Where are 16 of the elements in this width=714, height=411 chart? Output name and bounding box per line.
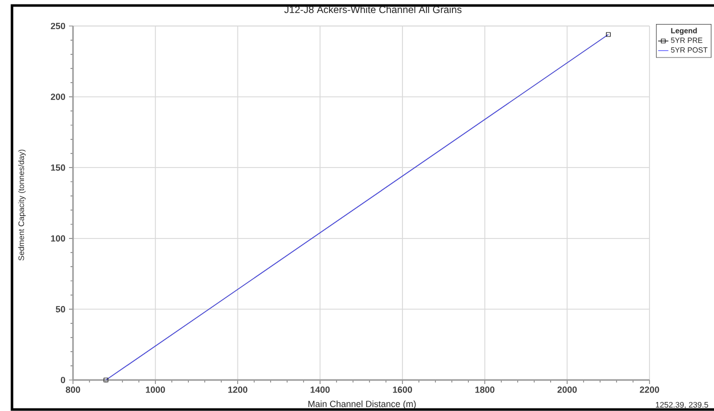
y-tick-label: 100	[51, 235, 66, 242]
x-tick-label: 1600	[393, 386, 412, 393]
x-tick-label: 1000	[146, 386, 165, 393]
chart-title: J12-J8 Ackers-White Channel All Grains	[284, 6, 462, 14]
y-tick-label: 150	[51, 164, 66, 171]
x-tick-label: 1800	[475, 386, 494, 393]
x-tick-label: 800	[66, 386, 80, 393]
y-tick-label: 250	[50, 22, 66, 30]
y-tick-label: 200	[50, 94, 66, 100]
x-tick-label: 2200	[640, 386, 660, 393]
x-tick-label: 2000	[557, 386, 577, 393]
y-tick-label: 0	[60, 376, 66, 384]
x-axis-title: Main Channel Distance (m)	[308, 400, 416, 409]
x-tick-label: 1200	[228, 386, 248, 393]
x-tick-label: 1400	[310, 386, 330, 393]
y-tick-label: 50	[56, 306, 66, 312]
